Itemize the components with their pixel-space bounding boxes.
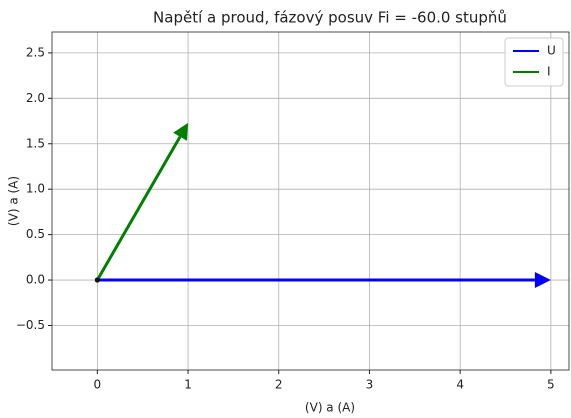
x-tick-label: 1: [184, 378, 192, 392]
x-tick-label: 0: [94, 378, 102, 392]
y-tick-label: 0.5: [26, 227, 45, 241]
x-axis-label: (V) a (A): [305, 401, 355, 415]
y-tick-label: 1.5: [26, 136, 45, 150]
x-tick-label: 5: [547, 378, 555, 392]
y-axis-label: (V) a (A): [7, 176, 21, 226]
y-tick-label: −0.5: [16, 318, 45, 332]
legend-label: U: [547, 44, 556, 58]
origin-dot: [94, 277, 100, 283]
chart-title: Napětí a proud, fázový posuv Fi = -60.0 …: [153, 9, 507, 27]
x-tick-label: 4: [456, 378, 464, 392]
y-tick-label: 0.0: [26, 273, 45, 287]
plot-frame: [51, 31, 570, 371]
x-tick-label: 2: [275, 378, 283, 392]
vector: [96, 135, 182, 281]
arrow-head: [173, 122, 189, 141]
y-tick-label: 1.0: [26, 182, 45, 196]
legend-label: I: [547, 65, 551, 79]
y-tick-label: 2.5: [26, 45, 45, 59]
x-tick-label: 3: [366, 378, 374, 392]
y-tick-label: 2.0: [26, 91, 45, 105]
arrow-head: [534, 272, 551, 289]
